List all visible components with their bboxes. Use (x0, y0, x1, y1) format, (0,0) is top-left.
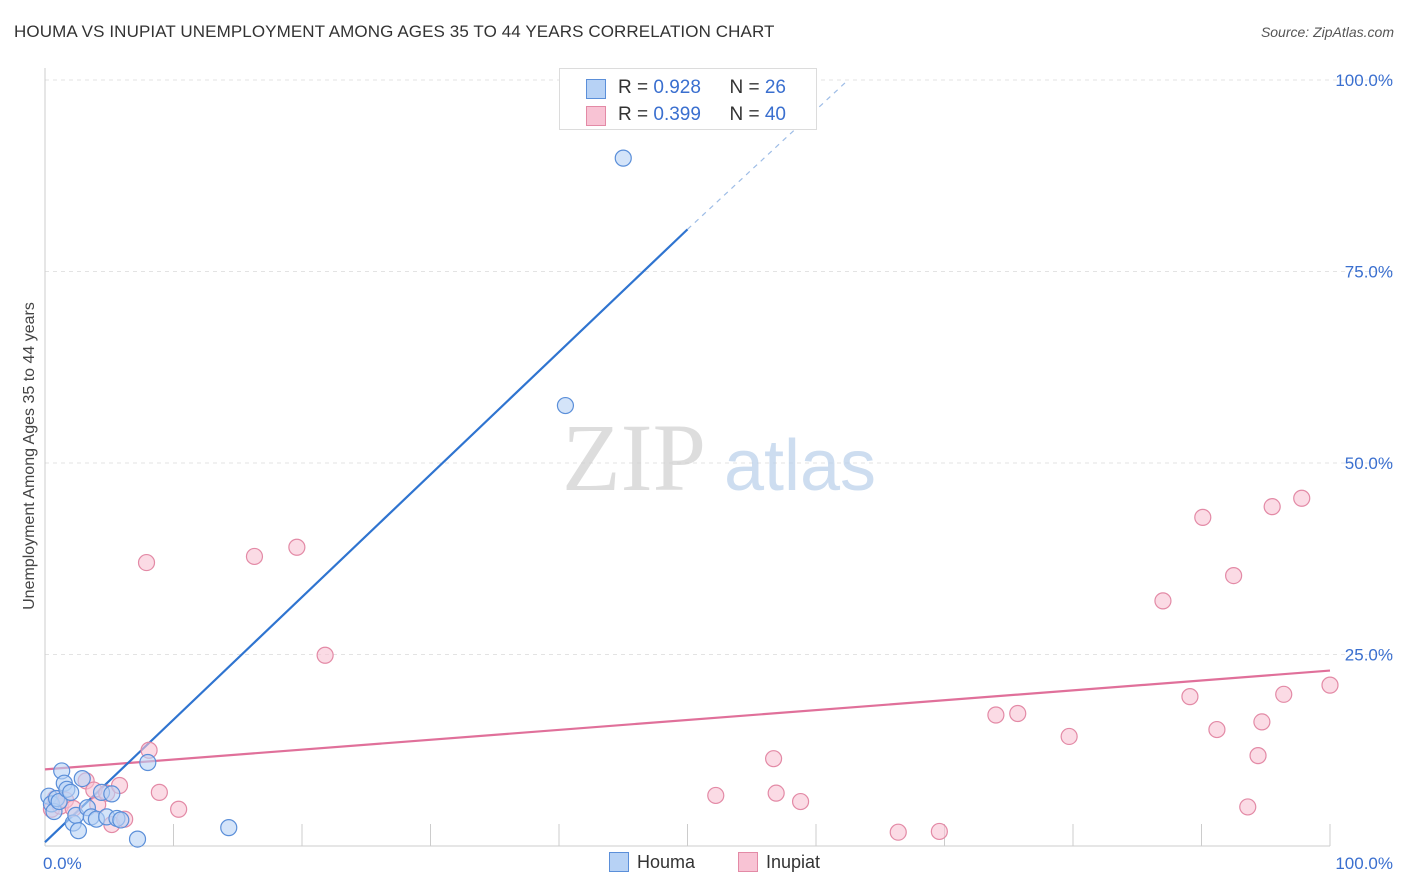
inupiat-point (791, 792, 810, 811)
legend-stats: R = 0.928 N = 26 R = 0.399 N = 40 (559, 68, 817, 130)
houma-point (103, 785, 121, 803)
trend-lines (44, 79, 1331, 843)
inupiat-n-value: 40 (764, 104, 786, 125)
houma-n-label: N = (729, 77, 765, 98)
inupiat-point (1239, 798, 1257, 816)
inupiat-legend-swatch (738, 852, 758, 872)
inupiat-point (1253, 713, 1271, 731)
houma-legend-label: Houma (637, 852, 696, 872)
houma-point (73, 769, 91, 788)
inupiat-point (1154, 592, 1172, 610)
source-label: Source: ZipAtlas.com (1260, 24, 1394, 40)
inupiat-point (930, 822, 948, 841)
y-tick-label: 100.0% (1335, 71, 1393, 90)
inupiat-point (150, 783, 168, 801)
houma-point (62, 783, 80, 801)
houma-point (69, 822, 88, 840)
y-tick-label: 50.0% (1345, 454, 1393, 473)
houma-legend-swatch (609, 852, 629, 872)
watermark-zip: ZIP (562, 404, 706, 511)
houma-point (139, 753, 157, 772)
inupiat-point (987, 706, 1005, 724)
houma-r-value: 0.928 (653, 77, 701, 98)
watermark: ZIP atlas (562, 404, 876, 511)
houma-point (614, 149, 632, 167)
data-points (40, 149, 1339, 848)
inupiat-point (1225, 567, 1243, 585)
inupiat-point (170, 800, 188, 818)
inupiat-point (245, 547, 264, 566)
inupiat-r-label: R = (618, 104, 654, 125)
inupiat-point (288, 538, 306, 556)
inupiat-point (707, 786, 725, 805)
legend-item-inupiat: Inupiat (738, 852, 820, 873)
inupiat-trend-line (44, 669, 1331, 771)
inupiat-r-value: 0.399 (653, 104, 701, 125)
inupiat-point (1208, 720, 1226, 739)
inupiat-point (137, 553, 156, 572)
inupiat-point (1321, 676, 1339, 694)
inupiat-point (764, 750, 783, 768)
inupiat-swatch (586, 106, 606, 126)
inupiat-legend-label: Inupiat (766, 852, 821, 872)
houma-point (556, 396, 575, 415)
inupiat-point (889, 823, 907, 841)
grid (44, 68, 1393, 847)
inupiat-n-label: N = (729, 104, 765, 125)
inupiat-point (1275, 685, 1293, 703)
inupiat-point (767, 784, 785, 802)
tick-labels: 100.0% 75.0% 50.0% 25.0% 0.0% 100.0% (43, 71, 1393, 873)
inupiat-point (1181, 688, 1199, 706)
houma-point (128, 830, 147, 848)
houma-point (50, 792, 68, 811)
inupiat-point (1009, 704, 1027, 723)
houma-trend-extension (687, 79, 849, 230)
chart-title: HOUMA VS INUPIAT UNEMPLOYMENT AMONG AGES… (14, 22, 775, 41)
legend-item-houma: Houma (609, 852, 695, 873)
x-tick-label: 0.0% (43, 854, 82, 873)
houma-swatch (586, 79, 606, 99)
watermark-atlas: atlas (724, 426, 876, 506)
inupiat-point (316, 646, 334, 664)
inupiat-point (1060, 727, 1078, 746)
houma-trend-line (44, 228, 689, 843)
x-tick-label: 100.0% (1335, 854, 1393, 873)
y-tick-label: 75.0% (1345, 263, 1393, 282)
houma-r-label: R = (618, 77, 654, 98)
y-tick-label: 25.0% (1345, 646, 1393, 665)
inupiat-point (1249, 747, 1267, 765)
inupiat-point (1194, 508, 1212, 526)
houma-point (220, 819, 238, 837)
houma-point (112, 811, 130, 829)
houma-n-value: 26 (764, 77, 786, 98)
inupiat-point (1263, 498, 1281, 516)
inupiat-point (1293, 489, 1311, 507)
